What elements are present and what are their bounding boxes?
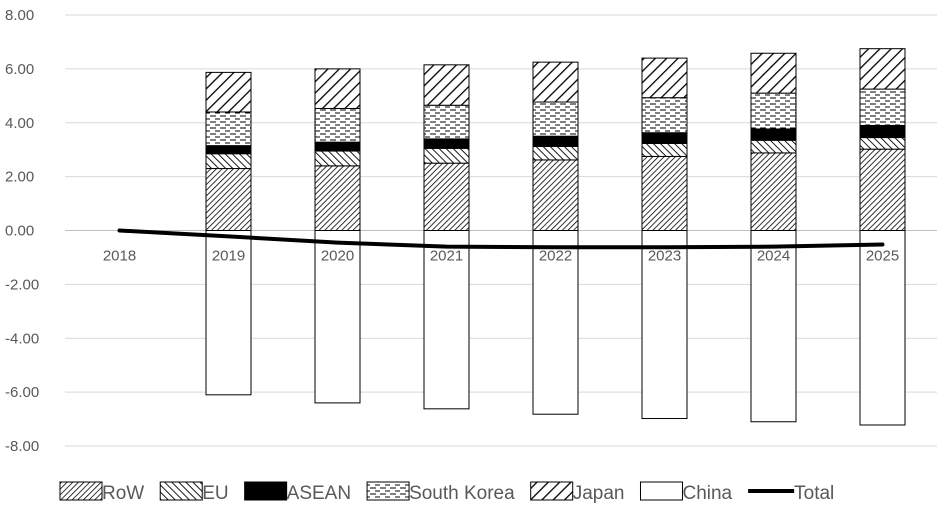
y-tick-label: -4.00	[5, 330, 39, 347]
bar-segment-row	[750, 152, 797, 231]
legend-label: Total	[794, 483, 834, 504]
bar-segment-south-korea	[205, 111, 252, 147]
total-line	[117, 228, 885, 250]
stacked-bars	[205, 48, 906, 426]
x-tick-label: 2020	[321, 248, 354, 265]
y-tick-label: 2.00	[5, 169, 34, 186]
total-line-series	[117, 228, 885, 250]
x-tick-label: 2023	[648, 248, 681, 265]
bar-segment-asean	[423, 138, 470, 149]
legend-swatch-japan	[530, 481, 574, 501]
legend-swatch-china	[639, 481, 683, 501]
x-tick-label: 2019	[212, 248, 245, 265]
bar-segment-china	[423, 230, 470, 410]
y-tick-label: -2.00	[5, 276, 39, 293]
bar-segment-row	[532, 159, 579, 231]
bar-segment-asean	[532, 135, 579, 147]
bar-segment-south-korea	[532, 101, 579, 137]
bar-segment-japan	[641, 57, 688, 99]
bar-segment-japan	[314, 68, 361, 109]
bar-segment-japan	[532, 61, 579, 103]
legend-swatch-south-korea	[366, 481, 410, 501]
bar-segment-china	[641, 230, 688, 420]
y-axis-tick-labels: 8.00 6.00 4.00 2.00 0.00 -2.00 -4.00 -6.00 -8.00	[5, 7, 39, 455]
legend-label: RoW	[102, 483, 144, 504]
y-tick-label: -8.00	[5, 438, 39, 455]
x-tick-label: 2018	[103, 248, 136, 265]
bar-segment-south-korea	[859, 88, 906, 126]
y-tick-label: -6.00	[5, 384, 39, 401]
bar-segment-south-korea	[750, 92, 797, 130]
bar-segment-south-korea	[641, 97, 688, 134]
bar-segment-eu	[750, 139, 797, 154]
bar-segment-south-korea	[423, 104, 470, 140]
bar-segment-row	[314, 165, 361, 232]
bar-segment-eu	[314, 150, 361, 167]
y-tick-label: 0.00	[5, 223, 34, 240]
x-tick-label: 2025	[866, 248, 899, 265]
bar-segment-eu	[423, 147, 470, 164]
bar-segment-asean	[314, 141, 361, 152]
bar-segment-row	[205, 168, 252, 231]
bar-segment-south-korea	[314, 107, 361, 143]
bar-segment-row	[859, 148, 906, 231]
bar-segment-japan	[750, 52, 797, 94]
y-tick-label: 6.00	[5, 61, 34, 78]
legend-label: South Korea	[409, 483, 515, 504]
x-tick-label: 2021	[430, 248, 463, 265]
bar-segment-row	[423, 162, 470, 231]
legend-label: Japan	[573, 483, 625, 504]
bar-segment-china	[205, 230, 252, 396]
x-tick-label: 2024	[757, 248, 790, 265]
legend-swatch-row	[59, 481, 103, 501]
y-tick-label: 8.00	[5, 7, 34, 24]
bar-segment-eu	[641, 142, 688, 157]
gridlines	[65, 14, 937, 447]
bar-segment-china	[750, 230, 797, 423]
bar-segment-eu	[859, 137, 906, 150]
legend: RoW EU ASEAN South Korea Japan China Total	[59, 481, 834, 504]
legend-swatch-asean	[244, 481, 288, 501]
y-tick-label: 4.00	[5, 115, 34, 132]
legend-swatch-eu	[159, 481, 203, 501]
bar-segment-asean	[750, 128, 797, 141]
bar-segment-china	[532, 230, 579, 415]
bar-segment-asean	[641, 132, 688, 144]
bar-segment-japan	[859, 48, 906, 90]
x-tick-label: 2022	[539, 248, 572, 265]
bar-segment-row	[641, 155, 688, 231]
bar-segment-eu	[532, 145, 579, 161]
bar-segment-china	[859, 230, 906, 426]
legend-label: EU	[202, 483, 228, 504]
x-axis-tick-labels: 2018 2019 2020 2021 2022 2023 2024 2025	[103, 248, 899, 265]
bar-segment-japan	[423, 64, 470, 106]
bar-segment-asean	[205, 145, 252, 155]
bar-segment-china	[314, 230, 361, 404]
bar-segment-japan	[205, 71, 252, 113]
legend-label: ASEAN	[287, 483, 351, 504]
bar-segment-asean	[859, 124, 906, 139]
bar-segment-eu	[205, 153, 252, 170]
legend-label: China	[682, 483, 732, 504]
